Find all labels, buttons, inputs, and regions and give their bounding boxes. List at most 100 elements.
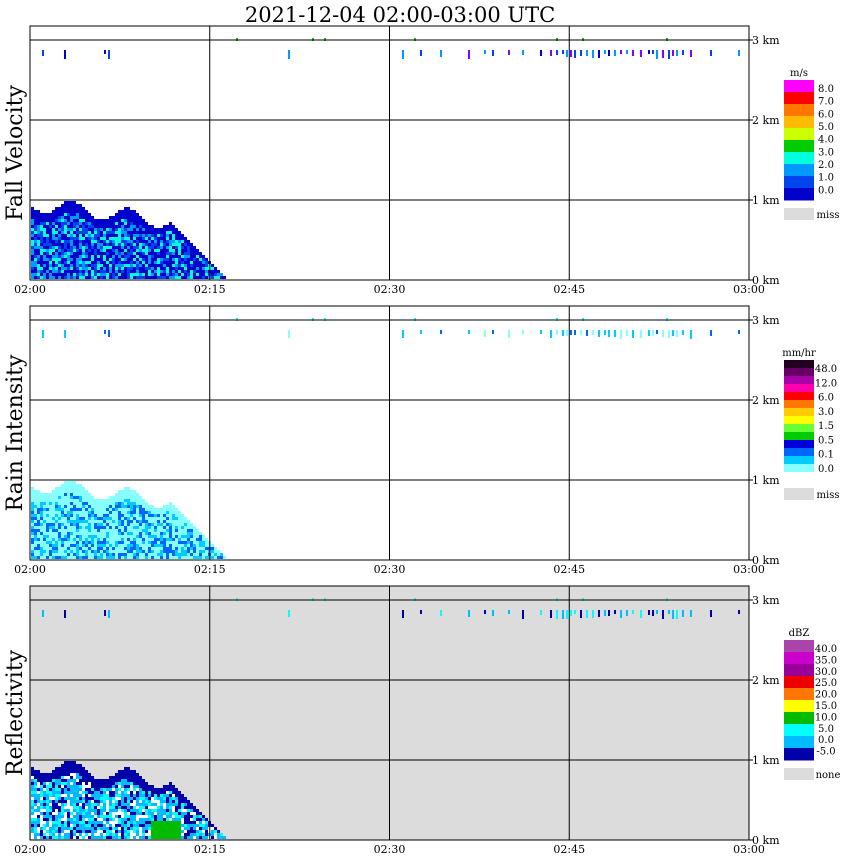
precip-cell — [76, 821, 79, 824]
color-scale: dBZ40.035.030.025.020.015.010.05.00.0-5.… — [784, 628, 840, 781]
precip-cell — [49, 225, 52, 228]
precip-cell — [169, 812, 172, 815]
precip-cell — [40, 794, 43, 797]
precip-cell — [31, 246, 34, 249]
precip-cell — [175, 535, 178, 538]
precip-cell — [58, 794, 61, 797]
precip-cell — [154, 824, 157, 827]
precip-cell — [76, 496, 79, 499]
scale-swatch — [784, 80, 814, 93]
echo-mark — [710, 330, 712, 336]
precip-cell — [139, 803, 142, 806]
precip-cell — [205, 261, 208, 264]
precip-cell — [166, 803, 169, 806]
precip-cell — [118, 788, 121, 791]
precip-cell — [103, 785, 106, 788]
scale-label: 40.0 — [815, 644, 837, 655]
precip-cell — [214, 273, 217, 276]
precip-cell — [103, 544, 106, 547]
precip-cell — [181, 520, 184, 523]
precip-cell — [58, 797, 61, 800]
precip-cell — [46, 228, 49, 231]
precip-cell — [76, 255, 79, 258]
precip-cell — [118, 216, 121, 219]
precip-cell — [82, 246, 85, 249]
precip-cell — [52, 520, 55, 523]
precip-cell — [142, 511, 145, 514]
precip-cell — [31, 547, 34, 550]
precip-cell — [67, 231, 70, 234]
precip-cell — [73, 213, 76, 216]
precip-cell — [88, 812, 91, 815]
precip-cell — [130, 812, 133, 815]
precip-cell — [85, 243, 88, 246]
precip-cell — [64, 791, 67, 794]
precip-cell — [187, 529, 190, 532]
precip-cell — [115, 809, 118, 812]
precip-cell — [124, 249, 127, 252]
precip-cell — [121, 270, 124, 273]
precip-cell — [109, 216, 112, 219]
precip-cell — [49, 234, 52, 237]
precip-cell — [127, 824, 130, 827]
echo-mark — [676, 330, 678, 337]
precip-cell — [199, 267, 202, 270]
precip-cell — [76, 213, 79, 216]
precip-cell — [118, 499, 121, 502]
precip-cell — [43, 237, 46, 240]
precip-cell — [142, 821, 145, 824]
scale-label: 1.5 — [818, 421, 834, 432]
precip-cell — [31, 821, 34, 824]
precip-cell — [184, 553, 187, 556]
precip-cell — [124, 273, 127, 276]
precip-cell — [64, 496, 67, 499]
precip-cell — [166, 785, 169, 788]
precip-cell — [79, 511, 82, 514]
precip-cell — [151, 514, 154, 517]
precip-cell — [73, 222, 76, 225]
precip-cell — [145, 550, 148, 553]
precip-cell — [106, 550, 109, 553]
precip-cell — [67, 502, 70, 505]
precip-cell — [31, 252, 34, 255]
precip-cell — [79, 541, 82, 544]
precip-cell — [121, 499, 124, 502]
precip-cell — [73, 541, 76, 544]
precip-cell — [172, 785, 175, 788]
precip-cell — [118, 550, 121, 553]
precip-cell — [139, 821, 142, 824]
precip-cell — [148, 788, 151, 791]
precip-cell — [94, 219, 97, 222]
scale-label: 0.1 — [818, 450, 834, 461]
precip-cell — [211, 547, 214, 550]
precip-cell — [217, 556, 220, 559]
precip-cell — [88, 246, 91, 249]
precip-cell — [199, 261, 202, 264]
precip-cell — [181, 270, 184, 273]
precip-cell — [133, 529, 136, 532]
precip-cell — [112, 517, 115, 520]
precip-cell — [172, 240, 175, 243]
precip-cell — [190, 812, 193, 815]
precip-cell — [76, 538, 79, 541]
precip-cell — [178, 550, 181, 553]
precip-cell — [121, 791, 124, 794]
precip-cell — [148, 797, 151, 800]
precip-cell — [58, 520, 61, 523]
precip-cell — [121, 255, 124, 258]
precip-cell — [94, 243, 97, 246]
precip-cell — [175, 809, 178, 812]
precip-cell — [151, 553, 154, 556]
precip-cell — [175, 833, 178, 836]
precip-cell — [43, 276, 46, 279]
precip-cell — [142, 249, 145, 252]
precip-cell — [127, 523, 130, 526]
precip-cell — [142, 532, 145, 535]
precip-cell — [76, 836, 79, 839]
precip-cell — [100, 544, 103, 547]
precip-cell — [178, 231, 181, 234]
precip-cell — [118, 210, 121, 213]
precip-cell — [106, 830, 109, 833]
precip-cell — [151, 225, 154, 228]
precip-cell — [58, 502, 61, 505]
